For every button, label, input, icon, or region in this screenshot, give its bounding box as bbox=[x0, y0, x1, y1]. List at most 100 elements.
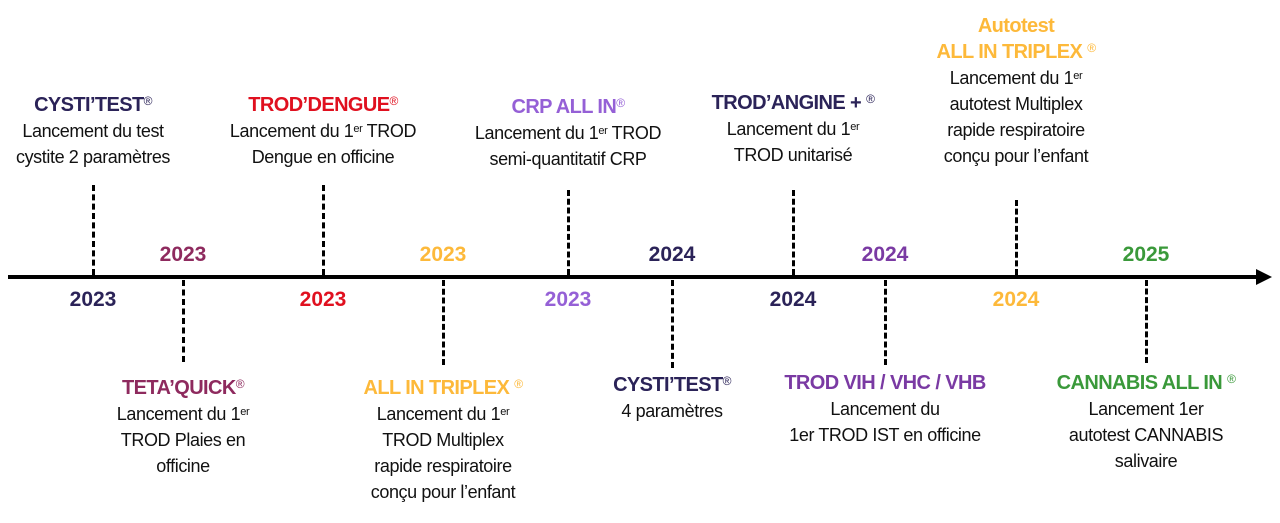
superscript: er bbox=[850, 121, 860, 133]
event-title: CRP ALL IN® bbox=[428, 94, 708, 120]
superscript: er bbox=[1073, 70, 1083, 82]
timeline-event: TROD’DENGUE® Lancement du 1er TROD Dengue … bbox=[183, 92, 463, 170]
year-label: 2023 bbox=[69, 288, 117, 311]
event-description-line: Lancement du 1er bbox=[43, 401, 323, 427]
text-segment: rapide respiratoire bbox=[947, 120, 1085, 140]
text-segment: 1er TROD IST en officine bbox=[789, 425, 981, 445]
superscript: er bbox=[240, 406, 250, 418]
event-title: TROD VIH / VHC / VHB bbox=[745, 370, 1025, 396]
event-description-line: autotest CANNABIS bbox=[1006, 422, 1280, 448]
event-title: TROD’ANGINE + ® bbox=[653, 90, 933, 116]
text-segment: TROD bbox=[607, 123, 662, 143]
connector-dash bbox=[92, 185, 95, 275]
event-title-text: ALL IN TRIPLEX bbox=[363, 377, 515, 399]
event-title: ALL IN TRIPLEX ® bbox=[303, 375, 583, 401]
timeline-arrowhead bbox=[1256, 269, 1272, 285]
event-description-line: Lancement du 1er bbox=[876, 65, 1156, 91]
event-title: ALL IN TRIPLEX ® bbox=[876, 39, 1156, 65]
event-title: CANNABIS ALL IN ® bbox=[1006, 370, 1280, 396]
event-title-text: CRP ALL IN bbox=[511, 96, 617, 118]
connector-dash bbox=[1015, 200, 1018, 275]
text-segment: conçu pour l’enfant bbox=[943, 146, 1089, 166]
timeline-event: TROD VIH / VHC / VHB Lancement du 1er TROD… bbox=[745, 370, 1025, 448]
event-description-line: Lancement du bbox=[745, 396, 1025, 422]
text-segment: Lancement du 1 bbox=[726, 119, 851, 139]
text-segment: TROD bbox=[362, 121, 417, 141]
year-label: 2023 bbox=[419, 243, 467, 266]
event-description-line: TROD Multiplex bbox=[303, 427, 583, 453]
event-description-line: conçu pour l’enfant bbox=[876, 143, 1156, 169]
year-label: 2023 bbox=[544, 288, 592, 311]
year-label: 2024 bbox=[992, 288, 1040, 311]
text-segment: TROD Plaies en bbox=[120, 430, 246, 450]
timeline-event: CYSTI’TEST® 4 paramètres bbox=[532, 372, 812, 424]
event-description-line: 4 paramètres bbox=[532, 398, 812, 424]
event-description-line: TROD unitarisé bbox=[653, 142, 933, 168]
text-segment: salivaire bbox=[1114, 451, 1178, 471]
event-title-text: CANNABIS ALL IN bbox=[1056, 372, 1228, 394]
registered-mark: ® bbox=[1227, 372, 1236, 386]
event-title: TETA’QUICK® bbox=[43, 375, 323, 401]
registered-mark: ® bbox=[722, 374, 732, 388]
event-description-line: officine bbox=[43, 453, 323, 479]
text-segment: Lancement du 1 bbox=[229, 121, 354, 141]
event-description-line: Lancement du 1er TROD bbox=[183, 118, 463, 144]
timeline-event: TETA’QUICK® Lancement du 1er TROD Plaies e… bbox=[43, 375, 323, 479]
event-title: CYSTI’TEST® bbox=[532, 372, 812, 398]
year-label: 2025 bbox=[1122, 243, 1170, 266]
event-description-line: Lancement du test bbox=[0, 118, 233, 144]
text-segment: Lancement du 1 bbox=[949, 68, 1074, 88]
event-description-line: rapide respiratoire bbox=[876, 117, 1156, 143]
text-segment: autotest CANNABIS bbox=[1068, 425, 1224, 445]
connector-dash bbox=[1145, 280, 1148, 363]
event-title-text: Autotest bbox=[977, 15, 1055, 37]
registered-mark: ® bbox=[389, 94, 398, 108]
event-description-line: conçu pour l’enfant bbox=[303, 479, 583, 505]
event-title-text: TETA’QUICK bbox=[122, 377, 236, 399]
text-segment: Lancement 1er bbox=[1088, 399, 1204, 419]
year-label: 2023 bbox=[159, 243, 207, 266]
text-segment: Lancement du bbox=[830, 399, 940, 419]
registered-mark: ® bbox=[235, 377, 245, 391]
event-description-line: TROD Plaies en bbox=[43, 427, 323, 453]
connector-dash bbox=[884, 280, 887, 365]
year-label: 2023 bbox=[299, 288, 347, 311]
text-segment: 4 paramètres bbox=[621, 401, 723, 421]
event-title-text: CYSTI’TEST bbox=[613, 374, 723, 396]
connector-dash bbox=[671, 280, 674, 368]
year-label: 2024 bbox=[648, 243, 696, 266]
timeline-event: ALL IN TRIPLEX ® Lancement du 1er TROD Mul… bbox=[303, 375, 583, 505]
event-description-line: 1er TROD IST en officine bbox=[745, 422, 1025, 448]
event-description-line: Lancement du 1er bbox=[303, 401, 583, 427]
event-title: CYSTI’TEST® bbox=[0, 92, 233, 118]
text-segment: cystite 2 paramètres bbox=[15, 147, 171, 167]
superscript: er bbox=[500, 406, 510, 418]
connector-dash bbox=[442, 280, 445, 365]
event-description-line: Dengue en officine bbox=[183, 144, 463, 170]
text-segment: officine bbox=[156, 456, 210, 476]
text-segment: autotest Multiplex bbox=[949, 94, 1083, 114]
connector-dash bbox=[322, 185, 325, 275]
event-title-text: TROD VIH / VHC / VHB bbox=[784, 372, 986, 394]
text-segment: TROD unitarisé bbox=[733, 145, 853, 165]
timeline-event: TROD’ANGINE + ® Lancement du 1er TROD unit… bbox=[653, 90, 933, 168]
text-segment: TROD Multiplex bbox=[382, 430, 504, 450]
event-description-line: autotest Multiplex bbox=[876, 91, 1156, 117]
event-description-line: rapide respiratoire bbox=[303, 453, 583, 479]
superscript: er bbox=[598, 125, 608, 137]
text-segment: conçu pour l’enfant bbox=[370, 482, 516, 502]
timeline-axis bbox=[8, 275, 1258, 279]
event-description-line: cystite 2 paramètres bbox=[0, 144, 233, 170]
event-title-text: TROD’ANGINE + bbox=[711, 92, 867, 114]
event-title: Autotest bbox=[876, 13, 1156, 39]
event-description-line: salivaire bbox=[1006, 448, 1280, 474]
event-description-line: Lancement du 1er bbox=[653, 116, 933, 142]
year-label: 2024 bbox=[769, 288, 817, 311]
registered-mark: ® bbox=[616, 96, 625, 110]
registered-mark: ® bbox=[866, 92, 875, 106]
text-segment: Lancement du 1 bbox=[116, 404, 241, 424]
registered-mark: ® bbox=[514, 377, 523, 391]
text-segment: Lancement du 1 bbox=[474, 123, 599, 143]
text-segment: Dengue en officine bbox=[251, 147, 395, 167]
event-description-line: Lancement 1er bbox=[1006, 396, 1280, 422]
